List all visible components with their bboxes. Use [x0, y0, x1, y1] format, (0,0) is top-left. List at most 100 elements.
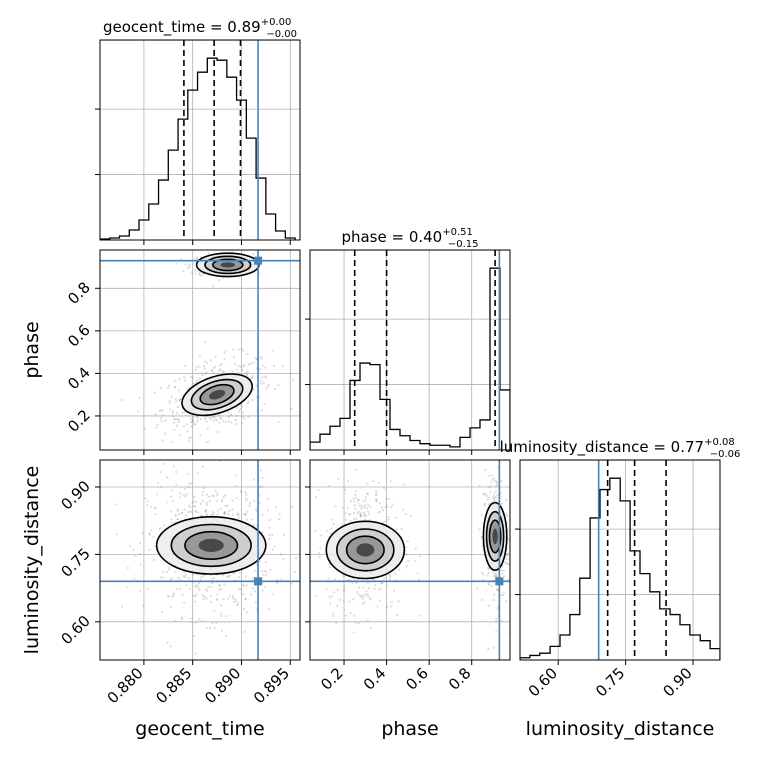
sample-point [204, 417, 207, 420]
ylabel-luminosity-distance: luminosity_distance [21, 466, 43, 655]
sample-point [362, 511, 365, 514]
sample-point [161, 439, 164, 442]
sample-point [199, 417, 202, 421]
sample-point [139, 563, 142, 566]
sample-point [216, 593, 219, 596]
sample-point [234, 600, 237, 603]
sample-point [366, 581, 369, 585]
sample-point [179, 588, 182, 591]
sample-point [200, 274, 203, 277]
sample-point [400, 528, 403, 531]
sample-point [205, 503, 208, 506]
x-tick-label: 0.4 [360, 664, 390, 694]
sample-point [245, 611, 249, 614]
sample-point [361, 597, 364, 600]
sample-point [223, 512, 226, 515]
sample-point [191, 418, 195, 421]
sample-point [194, 272, 197, 275]
sample-point [223, 511, 226, 514]
sample-point [179, 496, 182, 499]
x-tick-label: 0.6 [402, 664, 432, 694]
sample-point [234, 419, 237, 422]
sample-point [317, 488, 320, 492]
truth-marker [254, 577, 263, 586]
sample-point [205, 371, 208, 374]
sample-point [505, 557, 509, 560]
contour-line [184, 530, 239, 560]
sample-point [179, 258, 183, 261]
sample-point [261, 589, 264, 592]
sample-point [184, 414, 188, 417]
sample-point [207, 251, 210, 255]
sample-point [165, 570, 169, 574]
sample-point [500, 480, 503, 483]
sample-point [487, 503, 491, 506]
sample-point [227, 513, 230, 516]
sample-point [278, 518, 281, 521]
sample-point [341, 506, 344, 509]
sample-point [148, 548, 151, 551]
sample-point [271, 548, 275, 551]
sample-point [375, 490, 378, 493]
sample-point [226, 575, 229, 578]
sample-point [487, 582, 490, 585]
sample-point [166, 641, 169, 644]
sample-point [201, 499, 205, 502]
sample-point [360, 594, 363, 597]
sample-point [245, 583, 248, 587]
sample-point [291, 505, 294, 509]
sample-point [262, 382, 265, 385]
sample-point [235, 474, 238, 477]
sample-point [142, 604, 145, 607]
sample-point [377, 588, 380, 591]
sample-point [363, 601, 366, 604]
sample-point [487, 567, 490, 571]
sample-point [169, 645, 172, 648]
sample-point [192, 415, 195, 419]
sample-point [218, 421, 221, 424]
sample-point [352, 511, 356, 514]
sample-point [265, 570, 268, 573]
sample-point [249, 377, 253, 380]
sample-point [328, 563, 331, 566]
sample-point [158, 527, 161, 531]
sample-point [482, 493, 485, 496]
sample-point [495, 481, 498, 485]
sample-point [492, 497, 496, 501]
sample-point [171, 595, 174, 598]
sample-point [166, 476, 169, 479]
sample-point [494, 575, 497, 578]
panel-hist-geocent-time [95, 39, 301, 245]
sample-point [192, 634, 195, 637]
sample-point [342, 589, 346, 593]
sample-point [245, 499, 248, 502]
sample-point [505, 498, 508, 501]
sample-point [354, 490, 358, 493]
sample-point [492, 571, 495, 574]
sample-point [366, 482, 369, 485]
sample-point [267, 383, 270, 387]
sample-point [354, 468, 357, 471]
sample-point [146, 504, 149, 507]
sample-point [172, 594, 175, 597]
x-tick-label: 0.90 [660, 664, 696, 700]
sample-point [223, 358, 226, 361]
sample-point [126, 586, 129, 589]
sample-point [224, 349, 227, 352]
sample-point [211, 494, 214, 497]
sample-point [231, 513, 234, 517]
sample-point [195, 585, 198, 589]
sample-point [507, 562, 510, 566]
sample-point [332, 523, 336, 526]
sample-point [170, 518, 173, 521]
sample-point [221, 370, 224, 373]
sample-point [502, 591, 506, 594]
sample-point [136, 410, 140, 413]
sample-point [218, 369, 221, 372]
sample-point [357, 510, 360, 513]
sample-point [329, 532, 332, 535]
sample-point [196, 472, 199, 475]
sample-point [360, 504, 363, 507]
sample-point [181, 411, 184, 414]
sample-point [331, 615, 334, 618]
